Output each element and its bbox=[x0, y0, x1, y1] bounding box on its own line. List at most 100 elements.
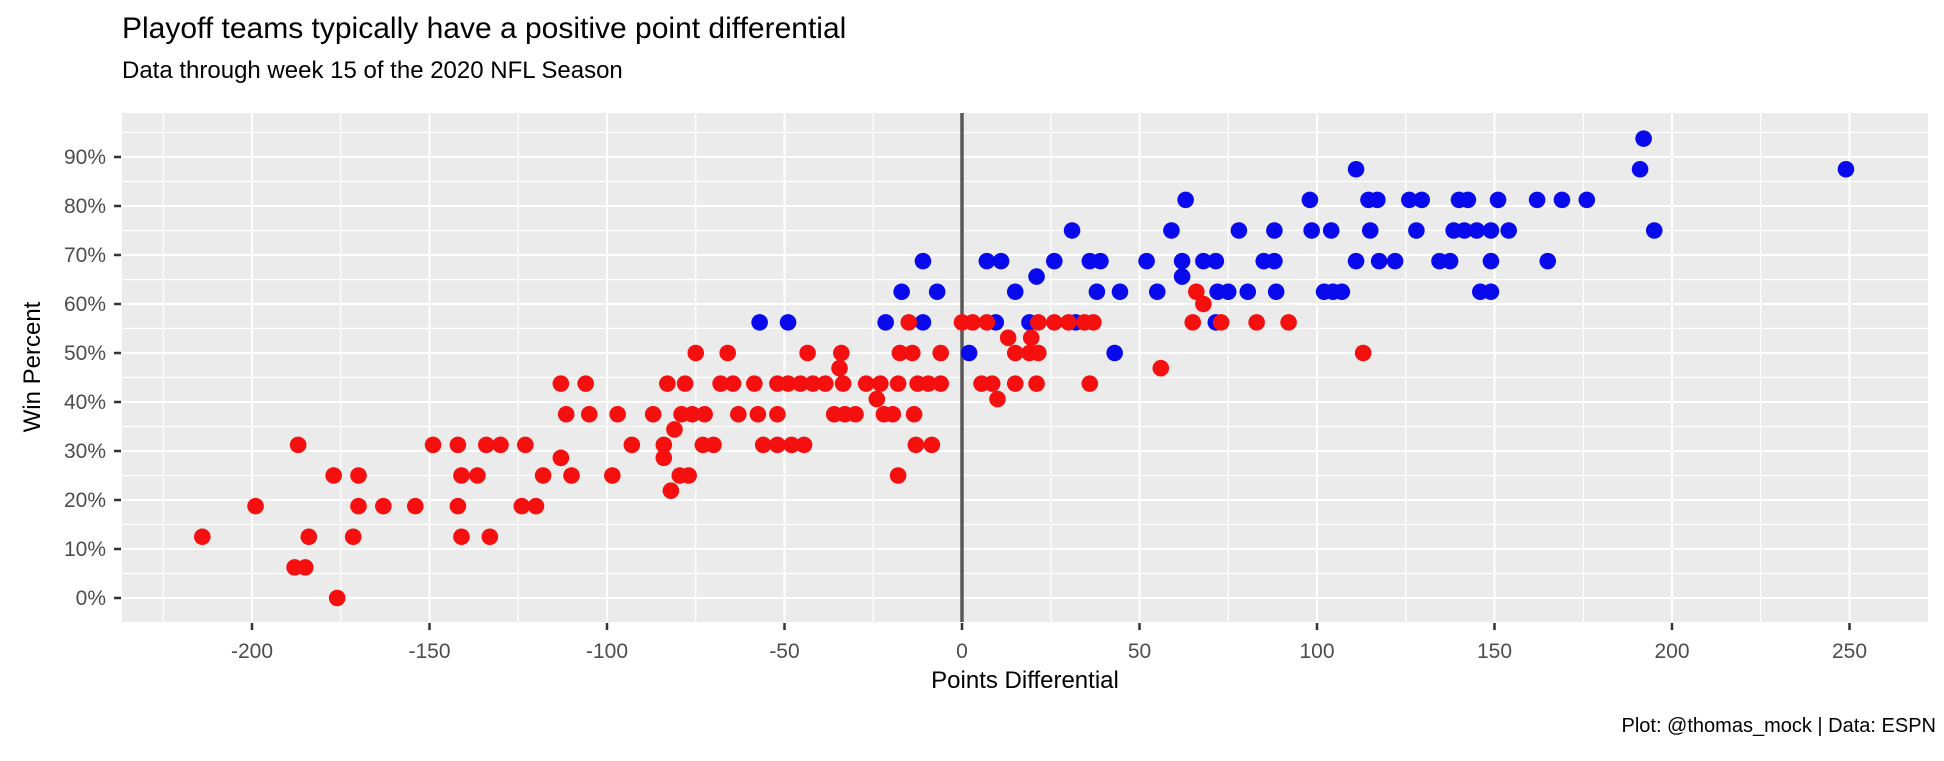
data-point-non-playoff-team bbox=[923, 436, 941, 454]
data-point-non-playoff-team bbox=[783, 436, 800, 454]
data-point-playoff-team bbox=[1163, 222, 1180, 239]
data-point-playoff-team bbox=[1408, 222, 1425, 239]
data-point-non-playoff-team bbox=[1060, 314, 1077, 331]
data-point-playoff-team bbox=[1578, 191, 1596, 209]
data-point-playoff-team bbox=[893, 283, 910, 301]
data-point-non-playoff-team bbox=[350, 497, 367, 515]
data-point-non-playoff-team bbox=[659, 375, 676, 392]
data-point-playoff-team bbox=[1539, 252, 1557, 270]
data-point-playoff-team bbox=[1266, 252, 1283, 270]
data-point-non-playoff-team bbox=[696, 405, 713, 423]
data-point-non-playoff-team bbox=[604, 467, 621, 484]
data-point-playoff-team bbox=[1370, 252, 1388, 270]
data-point-non-playoff-team bbox=[247, 497, 264, 515]
data-point-non-playoff-team bbox=[1028, 375, 1045, 392]
data-point-playoff-team bbox=[1489, 191, 1507, 209]
data-point-non-playoff-team bbox=[300, 528, 318, 546]
data-point-non-playoff-team bbox=[964, 314, 981, 331]
data-point-non-playoff-team bbox=[989, 390, 1006, 408]
data-point-playoff-team bbox=[779, 314, 797, 331]
data-point-non-playoff-team bbox=[724, 375, 742, 392]
data-point-non-playoff-team bbox=[577, 375, 594, 392]
data-point-playoff-team bbox=[1413, 191, 1431, 209]
data-point-non-playoff-team bbox=[904, 344, 921, 362]
data-point-non-playoff-team bbox=[900, 314, 918, 331]
data-point-playoff-team bbox=[914, 252, 932, 270]
data-point-non-playoff-team bbox=[676, 375, 694, 392]
data-point-playoff-team bbox=[1401, 191, 1418, 209]
data-point-playoff-team bbox=[1267, 283, 1285, 301]
data-point-non-playoff-team bbox=[1006, 375, 1024, 392]
data-point-non-playoff-team bbox=[350, 467, 367, 484]
data-point-playoff-team bbox=[1028, 268, 1045, 285]
x-tick-label: -100 bbox=[586, 640, 628, 663]
data-point-playoff-team bbox=[1635, 130, 1652, 147]
data-point-playoff-team bbox=[992, 252, 1010, 270]
data-point-playoff-team bbox=[1322, 222, 1340, 239]
data-point-non-playoff-team bbox=[527, 497, 545, 515]
data-point-playoff-team bbox=[1459, 191, 1477, 209]
data-point-non-playoff-team bbox=[666, 421, 683, 438]
data-point-non-playoff-team bbox=[481, 528, 499, 546]
data-point-non-playoff-team bbox=[1081, 375, 1099, 392]
data-point-playoff-team bbox=[1482, 283, 1500, 301]
data-point-non-playoff-team bbox=[655, 449, 673, 467]
data-point-non-playoff-team bbox=[563, 467, 580, 484]
data-point-non-playoff-team bbox=[1184, 314, 1202, 331]
chart-title: Playoff teams typically have a positive … bbox=[122, 12, 846, 45]
data-point-non-playoff-team bbox=[834, 375, 852, 392]
data-point-playoff-team bbox=[1177, 191, 1194, 209]
axis-tick-marks bbox=[114, 155, 1851, 630]
data-point-non-playoff-team bbox=[683, 405, 701, 423]
data-point-non-playoff-team bbox=[891, 344, 909, 362]
data-point-playoff-team bbox=[1347, 252, 1365, 270]
data-point-non-playoff-team bbox=[1354, 344, 1372, 362]
data-point-playoff-team bbox=[1207, 252, 1225, 270]
data-point-non-playoff-team bbox=[847, 405, 864, 423]
data-point-non-playoff-team bbox=[746, 375, 763, 392]
data-point-non-playoff-team bbox=[194, 528, 211, 546]
data-point-non-playoff-team bbox=[1152, 359, 1170, 377]
data-point-playoff-team bbox=[1173, 268, 1191, 285]
data-point-non-playoff-team bbox=[932, 344, 949, 362]
panel-background bbox=[122, 113, 1928, 622]
data-point-non-playoff-team bbox=[1046, 314, 1063, 331]
data-point-non-playoff-team bbox=[769, 405, 786, 423]
data-point-playoff-team bbox=[1837, 160, 1855, 178]
data-point-non-playoff-team bbox=[1195, 295, 1212, 313]
data-point-playoff-team bbox=[1219, 283, 1237, 301]
y-tick-label: 70% bbox=[64, 244, 106, 267]
data-point-playoff-team bbox=[1482, 252, 1500, 270]
data-point-playoff-team bbox=[1361, 222, 1379, 239]
data-point-non-playoff-team bbox=[907, 436, 925, 454]
y-axis-title: Win Percent bbox=[19, 301, 46, 432]
data-point-non-playoff-team bbox=[749, 405, 767, 423]
data-point-non-playoff-team bbox=[978, 314, 996, 331]
data-point-non-playoff-team bbox=[754, 436, 772, 454]
data-point-playoff-team bbox=[877, 314, 894, 331]
data-point-non-playoff-team bbox=[453, 467, 470, 484]
data-point-playoff-team bbox=[1386, 252, 1404, 270]
x-tick-label: -50 bbox=[769, 640, 799, 663]
data-points bbox=[194, 130, 1855, 607]
chart-caption: Plot: @thomas_mock | Data: ESPN bbox=[1621, 715, 1936, 737]
data-point-playoff-team bbox=[914, 314, 932, 331]
y-tick-label: 60% bbox=[64, 293, 106, 316]
y-tick-label: 40% bbox=[64, 391, 106, 414]
data-point-non-playoff-team bbox=[769, 436, 786, 454]
data-point-non-playoff-team bbox=[999, 329, 1017, 347]
data-point-non-playoff-team bbox=[889, 375, 907, 392]
plot-panel bbox=[122, 113, 1928, 622]
data-point-non-playoff-team bbox=[919, 375, 937, 392]
data-point-playoff-team bbox=[1111, 283, 1129, 301]
data-point-non-playoff-team bbox=[424, 436, 442, 454]
data-point-playoff-team bbox=[1088, 283, 1106, 301]
data-point-playoff-team bbox=[1468, 222, 1486, 239]
data-point-non-playoff-team bbox=[609, 405, 626, 423]
data-point-non-playoff-team bbox=[889, 467, 907, 484]
data-point-non-playoff-team bbox=[730, 405, 747, 423]
data-point-playoff-team bbox=[1347, 160, 1365, 178]
data-point-non-playoff-team bbox=[407, 497, 424, 515]
data-point-non-playoff-team bbox=[289, 436, 307, 454]
data-point-playoff-team bbox=[928, 283, 946, 301]
